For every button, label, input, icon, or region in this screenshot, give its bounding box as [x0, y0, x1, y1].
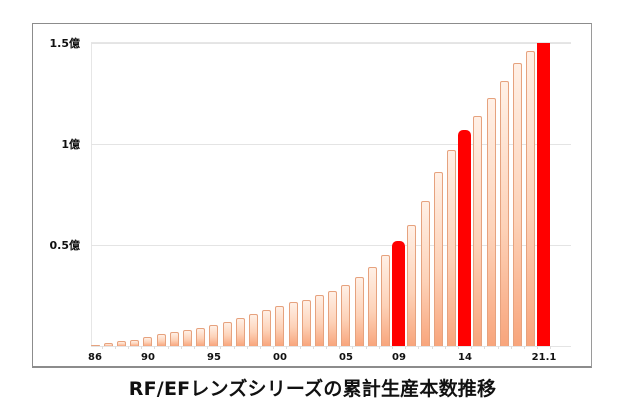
bar — [275, 306, 284, 346]
bar — [328, 291, 337, 346]
bar — [117, 341, 126, 346]
gridline — [91, 144, 571, 145]
x-tick — [181, 346, 182, 349]
bar — [170, 332, 179, 346]
bar — [381, 255, 390, 346]
x-tick — [220, 346, 221, 349]
x-tick — [313, 346, 314, 349]
x-tick — [154, 346, 155, 349]
bar — [289, 302, 298, 346]
bar-highlighted — [458, 130, 471, 346]
bar — [341, 285, 350, 346]
x-tick — [194, 346, 195, 349]
x-axis-baseline — [91, 346, 571, 347]
bar — [500, 81, 509, 346]
bar — [183, 330, 192, 346]
bar — [143, 337, 152, 346]
x-tick-label: 86 — [88, 352, 102, 363]
x-tick-label: 21.1 — [531, 352, 557, 363]
bar — [421, 201, 430, 346]
x-tick — [102, 346, 103, 349]
bar — [104, 343, 113, 346]
bar — [513, 63, 522, 346]
bar-highlighted — [537, 43, 550, 346]
bar — [223, 322, 232, 346]
x-tick — [524, 346, 525, 349]
y-tick-label: 0.5億 — [49, 239, 81, 252]
bar — [407, 225, 416, 346]
x-tick — [286, 346, 287, 349]
x-tick — [550, 346, 551, 349]
bar — [236, 318, 245, 346]
x-tick — [326, 346, 327, 349]
x-tick-label: 09 — [392, 352, 406, 363]
bar-highlighted — [392, 241, 405, 346]
x-tick — [128, 346, 129, 349]
x-tick — [247, 346, 248, 349]
bar — [157, 334, 166, 346]
x-tick-label: 14 — [458, 352, 472, 363]
bar — [355, 277, 364, 346]
bar — [315, 295, 324, 346]
x-tick — [484, 346, 485, 349]
x-tick — [207, 346, 208, 349]
x-tick — [260, 346, 261, 349]
chart-title: RF/EFレンズシリーズの累計生産本数推移 — [128, 378, 497, 400]
bar — [196, 328, 205, 346]
x-tick — [234, 346, 235, 349]
x-tick — [300, 346, 301, 349]
x-tick — [458, 346, 459, 349]
x-tick — [432, 346, 433, 349]
x-tick — [498, 346, 499, 349]
x-tick-label: 95 — [207, 352, 221, 363]
x-tick — [366, 346, 367, 349]
bar — [526, 51, 535, 346]
x-tick — [511, 346, 512, 349]
x-tick-label: 05 — [339, 352, 353, 363]
x-tick — [418, 346, 419, 349]
x-tick — [115, 346, 116, 349]
bar — [249, 314, 258, 346]
bar — [368, 267, 377, 346]
bar — [209, 325, 218, 346]
x-tick-label: 90 — [141, 352, 155, 363]
bar — [262, 310, 271, 346]
bar — [447, 150, 456, 346]
x-tick — [273, 346, 274, 349]
y-tick-label: 1.5億 — [49, 37, 81, 50]
bar — [91, 345, 100, 346]
bar — [434, 172, 443, 346]
x-tick — [445, 346, 446, 349]
bar — [130, 340, 139, 346]
x-tick — [141, 346, 142, 349]
bar — [302, 300, 311, 346]
chart-frame — [32, 23, 592, 368]
x-tick — [392, 346, 393, 349]
gridline — [91, 43, 571, 44]
x-tick-label: 00 — [273, 352, 287, 363]
gridline — [91, 245, 571, 246]
x-tick — [405, 346, 406, 349]
bar — [473, 116, 482, 346]
x-tick — [379, 346, 380, 349]
plot-area — [91, 42, 571, 346]
x-tick — [339, 346, 340, 349]
y-tick-label: 1億 — [61, 138, 80, 151]
x-tick — [352, 346, 353, 349]
x-tick — [471, 346, 472, 349]
x-tick — [537, 346, 538, 349]
x-tick — [168, 346, 169, 349]
bar — [487, 98, 496, 346]
